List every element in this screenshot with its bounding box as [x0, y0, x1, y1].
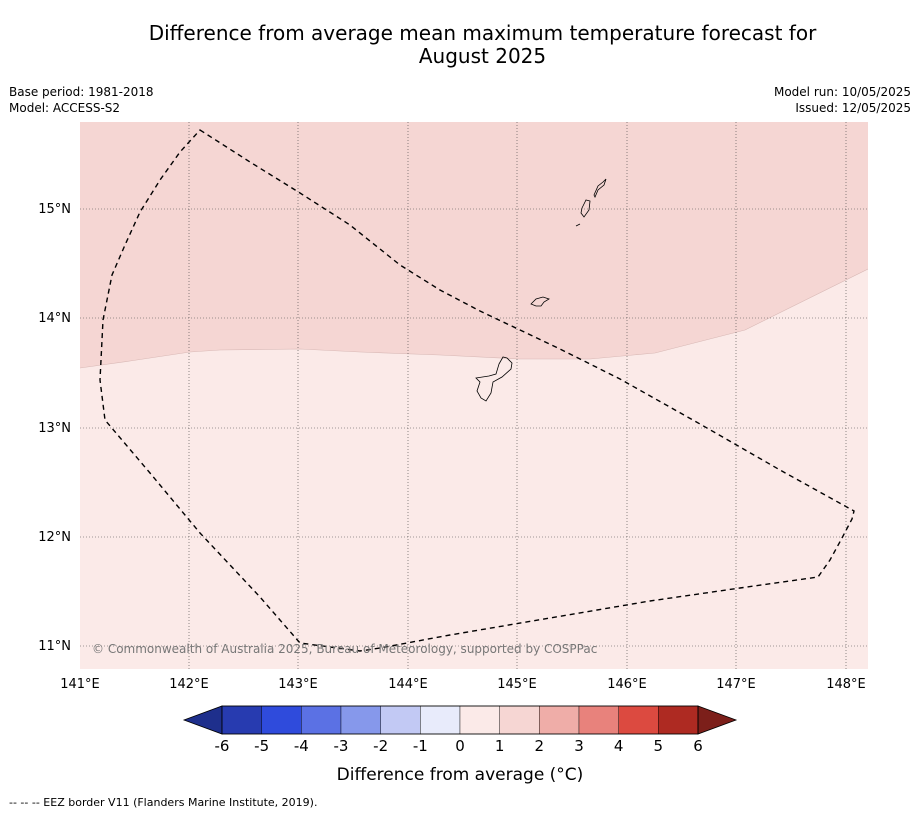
lon-tick-144: 144°E — [388, 677, 428, 692]
model-run: Model run: 10/05/2025 — [773, 85, 911, 99]
lat-tick-15: 15°N — [38, 202, 71, 217]
colorbar-segment — [420, 705, 461, 735]
colorbar-segment — [301, 705, 342, 735]
meta-right: Model run: 10/05/2025 Issued: 12/05/2025 — [774, 84, 911, 116]
colorbar-segment — [539, 705, 580, 735]
island-rota — [530, 296, 550, 307]
eez-legend-footer: -- -- -- EEZ border V11 (Flanders Marine… — [9, 796, 318, 809]
eez-border — [99, 129, 855, 652]
colorbar-tick-label: 0 — [455, 737, 465, 755]
colorbar-tick-label: -4 — [294, 737, 309, 755]
colorbar-segment — [578, 705, 619, 735]
colorbar-segment — [221, 705, 262, 735]
colorbar: -6 -5 -4 -3 -2 -1 0 1 2 3 4 5 6 Difference from aver… — [182, 705, 738, 785]
colorbar-segment — [459, 705, 500, 735]
region-anomaly-1-2 — [80, 122, 868, 368]
colorbar-segment — [340, 705, 381, 735]
lon-tick-143: 143°E — [278, 677, 318, 692]
colorbar-label: Difference from average (°C) — [337, 765, 584, 785]
colorbar-segment — [499, 705, 540, 735]
island-aguijan — [575, 223, 581, 227]
lon-tick-147: 147°E — [716, 677, 756, 692]
colorbar-tick-label: -1 — [413, 737, 428, 755]
colorbar-ticks: -6 -5 -4 -3 -2 -1 0 1 2 3 4 5 6 — [215, 737, 703, 755]
colorbar-over-arrow — [697, 705, 738, 735]
colorbar-tick-label: 5 — [654, 737, 664, 755]
graticule — [80, 122, 868, 669]
colorbar-under-arrow — [182, 705, 223, 735]
colorbar-tick-label: -2 — [373, 737, 388, 755]
colorbar-segment — [380, 705, 421, 735]
title-line-1: Difference from average mean maximum tem… — [148, 21, 817, 45]
colorbar-tick-label: -3 — [334, 737, 349, 755]
issued-date: Issued: 12/05/2025 — [795, 101, 911, 115]
island-tinian — [580, 199, 591, 218]
colorbar-tick-label: 6 — [693, 737, 703, 755]
base-period: Base period: 1981-2018 — [9, 85, 154, 99]
colorbar-tick-label: -6 — [215, 737, 230, 755]
colorbar-outline — [221, 705, 699, 735]
model-name: Model: ACCESS-S2 — [9, 101, 121, 115]
colorbar-tick-label: 3 — [574, 737, 584, 755]
islands — [475, 178, 607, 402]
colorbar-tick-label: -5 — [254, 737, 269, 755]
longitude-axis: 141°E 142°E 143°E 144°E 145°E 146°E 147°… — [60, 677, 866, 692]
colorbar-tick-label: 4 — [614, 737, 624, 755]
lat-tick-14: 14°N — [38, 311, 71, 326]
lon-tick-146: 146°E — [607, 677, 647, 692]
island-guam — [475, 356, 513, 402]
lat-tick-12: 12°N — [38, 530, 71, 545]
copyright-credit: © Commonwealth of Australia 2025, Bureau… — [92, 642, 597, 656]
colorbar-tick-label: 2 — [535, 737, 545, 755]
lon-tick-142: 142°E — [169, 677, 209, 692]
lon-tick-145: 145°E — [497, 677, 537, 692]
colorbar-segments — [221, 705, 699, 735]
map-panel: © Commonwealth of Australia 2025, Bureau… — [80, 122, 868, 669]
latitude-axis: 15°N 14°N 13°N 12°N 11°N — [38, 202, 71, 654]
colorbar-tick-label: 1 — [495, 737, 505, 755]
map-title: Difference from average mean maximum tem… — [0, 22, 919, 68]
lon-tick-148: 148°E — [826, 677, 866, 692]
lat-tick-11: 11°N — [38, 639, 71, 654]
region-boundary — [80, 268, 868, 369]
lon-tick-141: 141°E — [60, 677, 100, 692]
colorbar-segment — [618, 705, 659, 735]
title-line-2: August 2025 — [418, 44, 547, 68]
colorbar-segment — [658, 705, 699, 735]
colorbar-segment — [261, 705, 302, 735]
meta-left: Base period: 1981-2018 Model: ACCESS-S2 — [9, 84, 154, 116]
lat-tick-13: 13°N — [38, 421, 71, 436]
island-saipan — [593, 178, 607, 198]
